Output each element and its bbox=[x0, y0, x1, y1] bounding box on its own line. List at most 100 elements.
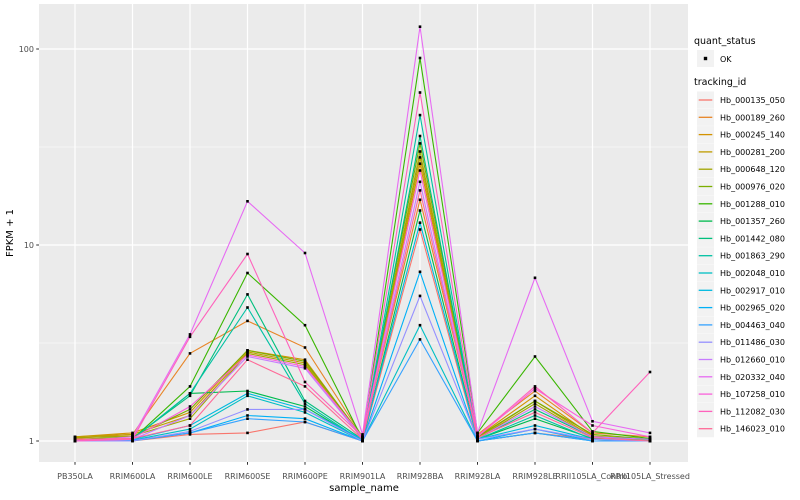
data-point bbox=[188, 385, 192, 388]
data-point bbox=[648, 431, 652, 435]
data-point bbox=[303, 405, 307, 408]
data-point bbox=[303, 358, 307, 361]
data-point bbox=[303, 385, 307, 388]
x-tick-label-6: RRIM928BA bbox=[397, 472, 444, 481]
data-point bbox=[533, 394, 537, 398]
data-point bbox=[303, 346, 307, 349]
y-tick-label-0: 1 bbox=[29, 437, 34, 446]
data-point bbox=[418, 221, 422, 224]
legend-label-Hb_000189_260: Hb_000189_260 bbox=[720, 113, 785, 122]
data-point bbox=[591, 420, 594, 423]
data-point bbox=[361, 433, 364, 436]
data-point bbox=[418, 270, 422, 274]
data-point bbox=[591, 431, 594, 435]
data-point bbox=[418, 189, 422, 192]
legend-title-quant-status: quant_status bbox=[694, 36, 756, 47]
data-point bbox=[246, 414, 249, 417]
legend-label-Hb_107258_010: Hb_107258_010 bbox=[720, 390, 785, 399]
data-point bbox=[188, 414, 192, 417]
data-point bbox=[533, 424, 537, 427]
data-point bbox=[303, 408, 307, 411]
data-point bbox=[418, 150, 422, 153]
data-point bbox=[648, 370, 652, 374]
data-point bbox=[188, 417, 192, 420]
data-point bbox=[303, 417, 307, 420]
data-point bbox=[246, 408, 249, 411]
data-point bbox=[188, 405, 192, 408]
legend-label-Hb_012660_010: Hb_012660_010 bbox=[720, 356, 785, 365]
data-point bbox=[73, 436, 77, 439]
data-point bbox=[648, 435, 652, 439]
data-point bbox=[303, 411, 307, 414]
data-point bbox=[418, 180, 422, 184]
data-point bbox=[533, 427, 537, 431]
data-point bbox=[303, 420, 307, 424]
data-point bbox=[131, 431, 134, 435]
legend-label-Hb_112082_030: Hb_112082_030 bbox=[720, 407, 785, 416]
x-tick-label-8: RRIM928LE bbox=[512, 472, 557, 481]
data-point bbox=[418, 142, 422, 145]
data-point bbox=[533, 387, 537, 390]
x-axis-title: sample_name bbox=[329, 483, 399, 494]
legend-label-Hb_004463_040: Hb_004463_040 bbox=[720, 321, 785, 330]
data-point bbox=[246, 417, 249, 420]
data-point bbox=[533, 389, 537, 393]
data-point bbox=[418, 91, 422, 94]
data-point bbox=[246, 349, 249, 352]
legend-label-Hb_001357_260: Hb_001357_260 bbox=[720, 217, 785, 226]
data-point bbox=[246, 353, 249, 357]
legend-label-ok: OK bbox=[720, 55, 732, 64]
x-tick-label-2: RRIM600LE bbox=[167, 472, 212, 481]
data-point bbox=[188, 430, 192, 433]
legend-label-Hb_000245_140: Hb_000245_140 bbox=[720, 131, 785, 140]
data-point bbox=[246, 392, 249, 395]
data-point bbox=[418, 338, 422, 341]
data-point bbox=[361, 435, 364, 439]
data-point bbox=[591, 424, 594, 427]
legend-label-Hb_001863_290: Hb_001863_290 bbox=[720, 252, 785, 261]
data-point bbox=[246, 355, 249, 358]
data-point bbox=[131, 439, 134, 443]
x-tick-label-10: RRII105LA_Stressed bbox=[610, 472, 690, 481]
data-point bbox=[188, 352, 192, 355]
data-point bbox=[246, 352, 249, 355]
data-point bbox=[303, 361, 307, 365]
data-point bbox=[361, 439, 364, 443]
data-point bbox=[476, 433, 479, 436]
legend-label-Hb_011486_030: Hb_011486_030 bbox=[720, 338, 785, 347]
plot-panel bbox=[39, 4, 688, 462]
data-point bbox=[303, 402, 307, 405]
data-point bbox=[533, 402, 537, 405]
data-point bbox=[188, 427, 192, 431]
legend-label-Hb_146023_010: Hb_146023_010 bbox=[720, 425, 785, 434]
data-point bbox=[188, 392, 192, 395]
data-point bbox=[533, 385, 537, 388]
x-tick-label-0: PB350LA bbox=[57, 472, 93, 481]
data-point bbox=[303, 365, 307, 368]
y-tick-label-1: 10 bbox=[24, 241, 34, 250]
data-point bbox=[418, 25, 422, 28]
data-point bbox=[418, 323, 422, 327]
data-point bbox=[73, 438, 77, 441]
data-point bbox=[303, 360, 307, 363]
data-point bbox=[131, 435, 134, 439]
legend-label-Hb_000648_120: Hb_000648_120 bbox=[720, 165, 785, 174]
data-point bbox=[476, 434, 479, 438]
data-point bbox=[476, 431, 479, 435]
legend-label-Hb_020332_040: Hb_020332_040 bbox=[720, 373, 785, 382]
x-tick-label-4: RRIM600PE bbox=[282, 472, 328, 481]
data-point bbox=[131, 433, 134, 436]
data-point bbox=[418, 134, 422, 138]
data-point bbox=[476, 436, 479, 439]
y-tick-label-2: 100 bbox=[19, 45, 34, 54]
data-point bbox=[188, 335, 192, 339]
x-tick-label-9: RRII105LA_Control bbox=[555, 472, 629, 481]
data-point bbox=[533, 414, 537, 417]
data-point bbox=[73, 439, 77, 443]
legend-label-Hb_000281_200: Hb_000281_200 bbox=[720, 148, 785, 157]
data-point bbox=[131, 437, 134, 440]
data-point bbox=[533, 431, 537, 435]
data-point bbox=[418, 56, 422, 60]
